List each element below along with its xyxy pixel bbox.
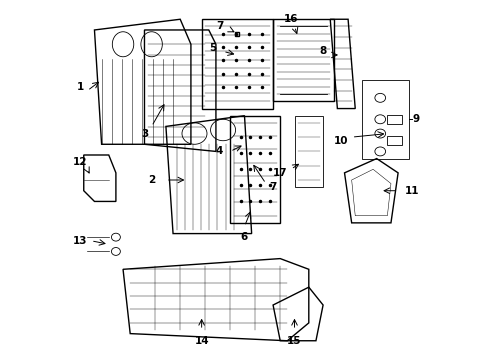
Text: 10: 10 [333,136,347,146]
Text: 3: 3 [141,129,148,139]
Bar [386,115,401,123]
Text: 7: 7 [215,21,223,31]
Text: 5: 5 [208,43,216,53]
Text: 11: 11 [405,186,419,196]
Text: 8: 8 [319,46,326,57]
Bar [386,136,401,145]
Text: 9: 9 [411,114,419,124]
Text: 2: 2 [148,175,155,185]
Text: 16: 16 [283,14,298,24]
Text: 1: 1 [77,82,83,92]
Text: 7: 7 [269,182,276,192]
Text: 12: 12 [73,157,87,167]
Text: 4: 4 [215,147,223,157]
Text: 15: 15 [286,336,301,346]
Text: 14: 14 [194,336,208,346]
Text: 17: 17 [272,168,287,178]
Text: 6: 6 [241,232,247,242]
Text: 13: 13 [73,236,87,246]
